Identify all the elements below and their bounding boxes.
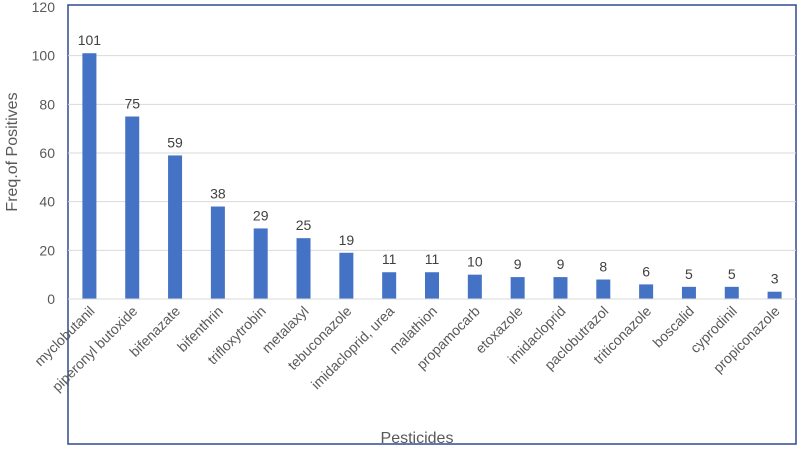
bar [681, 286, 696, 299]
data-label: 10 [467, 254, 483, 270]
bar [168, 155, 183, 299]
data-label: 11 [382, 251, 397, 267]
data-label: 38 [210, 186, 226, 202]
data-label: 29 [253, 207, 269, 223]
data-label: 11 [425, 251, 440, 267]
bar [253, 228, 268, 299]
data-label: 5 [728, 266, 736, 282]
bar [425, 272, 439, 299]
y-axis-title: Freq.of Positives [4, 92, 21, 211]
bar [382, 272, 397, 299]
bar [724, 286, 739, 299]
bars [82, 53, 782, 299]
bar [767, 291, 782, 299]
data-label: 19 [339, 232, 355, 248]
bar [125, 116, 140, 299]
data-labels: 101 75 59 38 29 25 19 11 11 10 9 9 8 6 5 5 3 [78, 32, 779, 286]
data-label: 3 [771, 271, 779, 287]
data-label: 9 [514, 256, 522, 272]
data-label: 8 [599, 259, 607, 275]
bar [210, 206, 225, 299]
bar [510, 277, 525, 299]
bar [82, 53, 97, 299]
data-label: 5 [685, 266, 693, 282]
bar [339, 252, 354, 299]
bar [553, 277, 568, 299]
bar [596, 279, 611, 299]
y-tick-label: 120 [32, 0, 56, 15]
x-axis-title: Pesticides [381, 430, 454, 447]
chart-frame [67, 4, 797, 445]
bar [467, 274, 482, 299]
gridlines [68, 55, 796, 251]
data-label: 59 [167, 134, 183, 150]
y-tick-label: 20 [39, 242, 55, 258]
y-tick-label: 100 [32, 48, 56, 64]
data-label: 9 [557, 256, 565, 272]
data-label: 25 [296, 217, 312, 233]
data-label: 101 [78, 32, 102, 48]
y-tick-label: 80 [39, 96, 55, 112]
y-tick-label: 40 [39, 194, 55, 210]
y-tick-label: 60 [39, 145, 55, 161]
y-axis-ticks: 0 20 40 60 80 100 120 [32, 0, 56, 307]
data-label: 6 [642, 263, 650, 279]
bar [639, 284, 654, 299]
x-tick-label: imidacloprid, urea [308, 303, 398, 393]
data-label: 75 [124, 96, 140, 112]
bar [296, 238, 311, 299]
y-tick-label: 0 [47, 291, 55, 307]
